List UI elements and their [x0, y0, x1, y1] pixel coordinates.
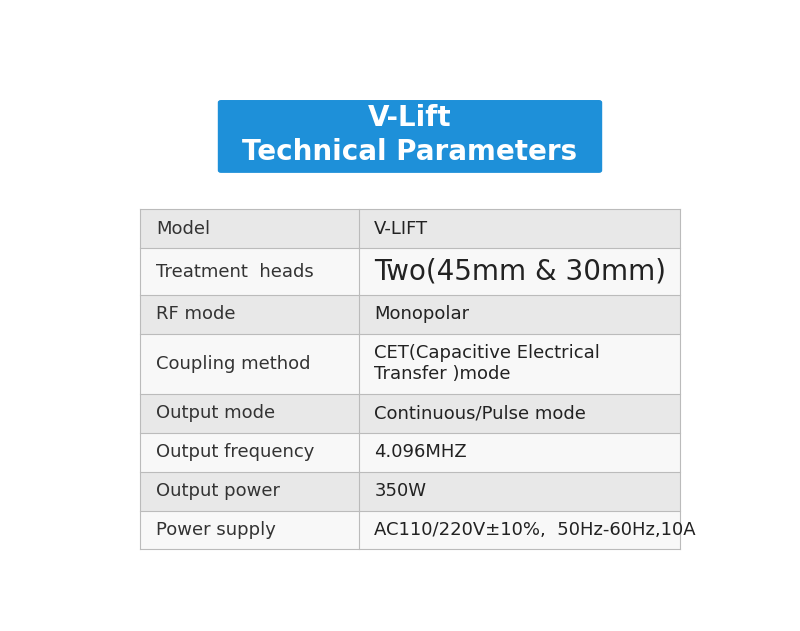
Text: Output power: Output power [156, 482, 280, 500]
Bar [140, 510, 680, 550]
Text: Two(45mm & 30mm): Two(45mm & 30mm) [374, 257, 666, 285]
Text: 4.096MHZ: 4.096MHZ [374, 443, 467, 461]
Text: Continuous/Pulse mode: Continuous/Pulse mode [374, 404, 586, 422]
Text: Technical Parameters: Technical Parameters [242, 138, 578, 167]
FancyBboxPatch shape [218, 100, 602, 173]
Text: Monopolar: Monopolar [374, 305, 470, 323]
Bar [140, 433, 680, 472]
Bar [140, 472, 680, 510]
Text: Output frequency: Output frequency [156, 443, 314, 461]
Bar [140, 394, 680, 433]
Text: 350W: 350W [374, 482, 426, 500]
Text: V-Lift: V-Lift [368, 105, 452, 133]
Text: AC110/220V±10%,  50Hz-60Hz,10A: AC110/220V±10%, 50Hz-60Hz,10A [374, 521, 696, 539]
Text: Power supply: Power supply [156, 521, 276, 539]
Text: V-LIFT: V-LIFT [374, 220, 428, 238]
Text: RF mode: RF mode [156, 305, 235, 323]
Bar [140, 295, 680, 334]
Text: CET(Capacitive Electrical
Transfer )mode: CET(Capacitive Electrical Transfer )mode [374, 345, 600, 383]
Text: Output mode: Output mode [156, 404, 275, 422]
Text: Coupling method: Coupling method [156, 355, 310, 373]
Text: Treatment  heads: Treatment heads [156, 262, 314, 281]
Bar [140, 248, 680, 295]
Text: Model: Model [156, 220, 210, 238]
Bar [140, 334, 680, 394]
Bar [140, 209, 680, 248]
